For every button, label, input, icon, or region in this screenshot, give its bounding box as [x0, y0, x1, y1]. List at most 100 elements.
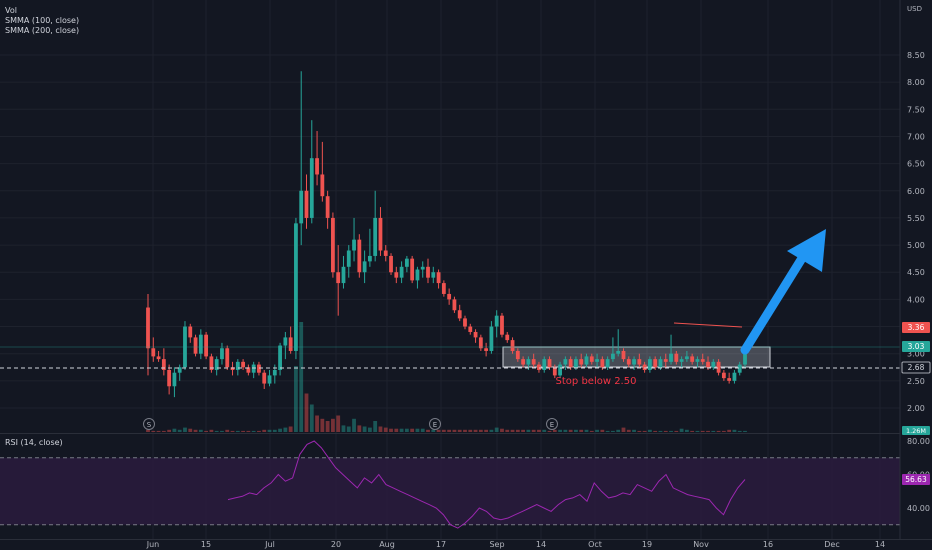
event-markers[interactable]: S E E: [143, 418, 558, 430]
legend-smma100[interactable]: SMMA (100, close): [5, 16, 79, 25]
legend-smma200[interactable]: SMMA (200, close): [5, 26, 79, 35]
volume-bar: [727, 429, 732, 432]
price-badge-stop: 2.68: [901, 361, 931, 374]
volume-bar: [394, 428, 399, 432]
volume-bar: [589, 430, 594, 432]
time-tick-label: Oct: [588, 540, 602, 549]
price-badge-current: 3.03: [902, 341, 930, 352]
volume-bar: [309, 404, 314, 432]
candle-body: [574, 359, 578, 368]
legend-volume[interactable]: Vol: [5, 6, 17, 15]
candle-body: [241, 361, 245, 368]
volume-bar: [531, 429, 536, 432]
candle-body: [531, 359, 536, 365]
volume-bar: [674, 430, 679, 432]
candle-body: [626, 359, 631, 365]
volume-bar: [574, 429, 578, 432]
time-tick-label: 14: [875, 540, 885, 549]
candle-body: [457, 310, 462, 319]
price-tick-label: 7.00: [907, 132, 925, 141]
candle-body: [198, 334, 203, 354]
volume-bar: [257, 430, 261, 432]
volume-bar: [537, 429, 541, 432]
candle-body: [183, 326, 187, 368]
volume-bar: [521, 429, 526, 432]
candle-body: [188, 326, 193, 338]
candle-body: [209, 356, 214, 370]
price-tick-label: 3.00: [907, 350, 925, 359]
volume-bar: [235, 430, 240, 432]
candle-body: [584, 356, 589, 365]
candle-body: [389, 255, 393, 273]
candle-body: [341, 266, 346, 284]
time-tick-label: Aug: [379, 540, 395, 549]
volume-bar: [156, 430, 161, 432]
candle-body: [294, 223, 298, 351]
candle-body: [235, 361, 240, 370]
candle-body: [320, 174, 325, 197]
volume-bar: [484, 429, 489, 432]
volume-bar: [626, 429, 631, 432]
time-tick-label: 20: [331, 540, 341, 549]
volume-bar: [214, 430, 219, 432]
candle-body: [441, 283, 446, 294]
candle-body: [611, 353, 615, 360]
rsi-band: [0, 457, 900, 525]
candle-body: [737, 364, 742, 373]
candle-body: [257, 364, 261, 373]
time-axis[interactable]: Jun 15 Jul 20 Aug 17 Sep 14 Oct 19 Nov 16 Dec 14: [146, 540, 885, 549]
candle-body: [283, 337, 288, 346]
candle-body: [378, 217, 383, 251]
volume-bar: [552, 429, 557, 432]
candle-body: [336, 272, 341, 284]
candle-body: [452, 299, 457, 311]
volume-bar: [743, 430, 747, 432]
volume-bar: [183, 427, 187, 432]
candle-body: [315, 158, 319, 175]
candle-body: [278, 345, 282, 370]
volume-bar: [146, 429, 150, 432]
target-arrow[interactable]: [740, 229, 826, 355]
candle-body: [415, 269, 420, 281]
candle-body: [547, 359, 552, 368]
volume-bar: [315, 415, 319, 432]
trend-line[interactable]: [673, 322, 743, 328]
candle-body: [357, 239, 362, 273]
event-label-e1: E: [433, 421, 437, 429]
candle-body: [214, 359, 219, 370]
candle-body: [616, 350, 621, 354]
volume-bar: [294, 366, 298, 432]
volume-bar: [737, 430, 742, 432]
candle-body: [204, 334, 209, 357]
time-tick-label: Nov: [693, 540, 709, 549]
volume-bar: [167, 429, 172, 432]
volume-bar: [336, 415, 341, 432]
volume-bar: [510, 429, 515, 432]
candle-body: [637, 359, 642, 365]
candle-body: [510, 340, 515, 351]
candle-body: [367, 255, 372, 262]
volume-bar: [595, 429, 599, 432]
volume-bar: [188, 428, 193, 432]
volume-bar: [468, 429, 473, 432]
candle-body: [156, 356, 161, 360]
volume-bar: [568, 429, 573, 432]
candle-body: [167, 369, 172, 387]
volume-badge: 1.26M: [902, 426, 930, 435]
candle-body: [632, 359, 636, 365]
candle-body: [658, 359, 663, 368]
volume-bar: [547, 430, 552, 432]
volume-bar: [732, 429, 737, 432]
volume-bar: [600, 429, 605, 432]
rsi-legend[interactable]: RSI (14, close): [5, 438, 63, 447]
svg-text:56.63: 56.63: [905, 475, 927, 484]
volume-bar: [515, 429, 520, 432]
event-marker-s: [143, 418, 155, 430]
candle-body: [700, 359, 705, 362]
candle-body: [716, 361, 721, 373]
volume-bar: [241, 430, 245, 432]
candle-body: [743, 352, 747, 365]
volume-bar: [505, 429, 510, 432]
